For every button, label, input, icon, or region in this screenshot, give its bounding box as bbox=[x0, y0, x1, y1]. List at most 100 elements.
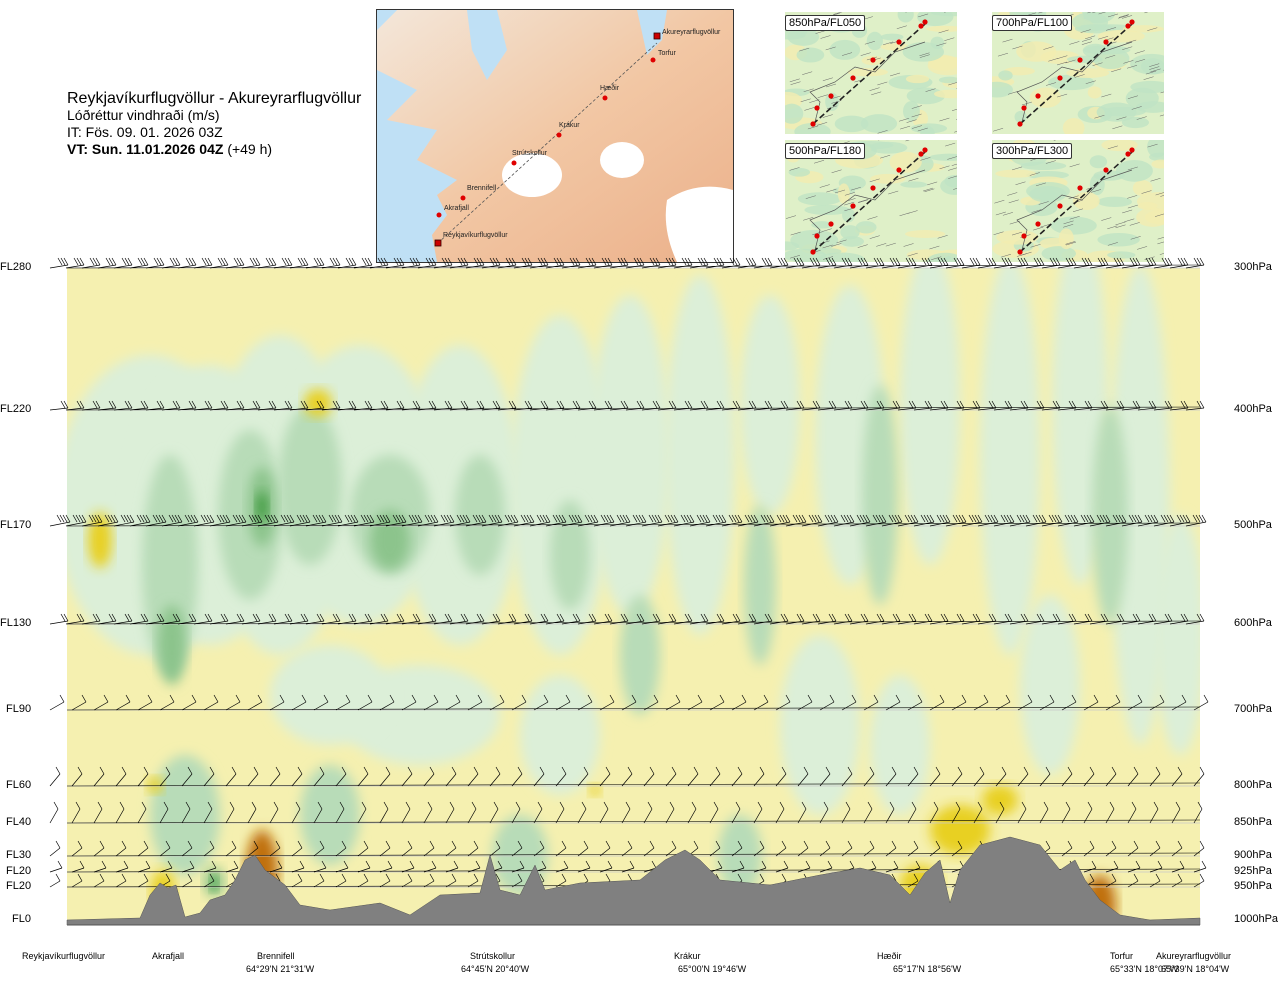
wind-barb bbox=[357, 801, 367, 824]
mini-field-blob bbox=[785, 103, 804, 124]
mini-route-point bbox=[870, 185, 876, 191]
wind-barb bbox=[145, 257, 165, 269]
wind-barb bbox=[687, 766, 699, 787]
mini-wind-barb bbox=[876, 243, 887, 247]
wind-barb bbox=[577, 694, 593, 711]
mini-wind-barb bbox=[994, 199, 1005, 204]
wind-barb bbox=[445, 840, 457, 857]
wind-barb bbox=[93, 860, 107, 873]
mini-field-blob bbox=[992, 81, 1014, 98]
wind-barb bbox=[161, 400, 181, 411]
wind-barb bbox=[203, 766, 215, 787]
wind-barb bbox=[753, 694, 769, 711]
mini-map-300-svg bbox=[992, 140, 1164, 262]
route-map: Akureyrarflugvöllur Torfur Hæðir Krákur Strú… bbox=[376, 9, 734, 263]
wind-barb bbox=[897, 400, 917, 411]
wind-barb bbox=[753, 840, 765, 857]
wind-barb bbox=[481, 257, 501, 269]
wind-barb bbox=[1121, 613, 1141, 625]
wind-barb bbox=[753, 860, 767, 873]
station-label: Akureyrarflugvöllur bbox=[1156, 951, 1232, 961]
wind-barb bbox=[881, 257, 901, 269]
mini-route-point bbox=[918, 151, 924, 157]
wind-barb bbox=[785, 400, 805, 411]
wind-barb bbox=[1083, 766, 1095, 787]
wind-barb bbox=[113, 400, 133, 411]
wind-barb bbox=[81, 514, 103, 527]
wind-barb bbox=[529, 257, 549, 269]
mini-wind-barb bbox=[927, 181, 938, 186]
mini-wind-barb bbox=[1065, 241, 1076, 245]
wind-barb bbox=[1089, 613, 1109, 625]
rising-region-mid bbox=[300, 765, 360, 865]
wind-barb bbox=[181, 694, 197, 711]
wind-barb bbox=[841, 840, 853, 857]
mini-wind-barb bbox=[944, 37, 955, 41]
mini-wind-barb bbox=[1035, 182, 1047, 187]
pressure-level-label: 900hPa bbox=[1234, 849, 1272, 861]
wind-barb bbox=[1127, 860, 1141, 873]
wind-barb bbox=[1061, 801, 1071, 824]
map-point-label: Brennifell bbox=[467, 185, 497, 192]
wind-barb bbox=[247, 694, 263, 711]
wind-barb bbox=[159, 801, 169, 824]
wind-barb bbox=[1127, 840, 1139, 857]
rising-region-strong bbox=[158, 605, 186, 685]
wind-barb bbox=[577, 514, 599, 527]
wind-barb bbox=[241, 613, 261, 625]
wind-barb bbox=[379, 694, 395, 711]
mini-wind-barb bbox=[831, 243, 842, 247]
wind-barb bbox=[817, 400, 837, 411]
mini-field-blob bbox=[1147, 140, 1164, 158]
wind-barb bbox=[561, 613, 581, 625]
wind-barb bbox=[423, 873, 435, 888]
wind-barb bbox=[129, 400, 149, 411]
wind-barb bbox=[731, 766, 743, 787]
mini-wind-barb bbox=[1131, 106, 1142, 110]
wind-barb bbox=[137, 694, 153, 711]
mini-wind-barb bbox=[917, 127, 928, 132]
wind-barb bbox=[423, 766, 435, 787]
valid-time-lead: (+49 h) bbox=[227, 141, 273, 157]
wind-barb bbox=[385, 257, 405, 269]
glacier-hofsjokull bbox=[600, 142, 644, 178]
mini-wind-barb bbox=[1122, 46, 1133, 50]
mini-wind-barb bbox=[1149, 63, 1160, 67]
wind-barb bbox=[1171, 840, 1183, 857]
pressure-level-label: 925hPa bbox=[1234, 865, 1272, 877]
wind-barb bbox=[769, 514, 791, 527]
station-label: Brennifell bbox=[257, 951, 295, 961]
wind-barb bbox=[1073, 613, 1093, 625]
wind-barb bbox=[993, 400, 1013, 411]
mini-wind-barb bbox=[1115, 224, 1126, 229]
mini-wind-barb bbox=[857, 199, 869, 203]
station-label: Krákur bbox=[674, 951, 701, 961]
station-coordinate: 65°00'N 19°46'W bbox=[678, 964, 747, 974]
wind-barb bbox=[269, 766, 281, 787]
mini-map-850-svg bbox=[785, 12, 957, 134]
wind-barb bbox=[335, 860, 349, 873]
wind-barb bbox=[357, 694, 373, 711]
wind-barb bbox=[913, 613, 933, 625]
rising-region bbox=[1155, 515, 1200, 755]
wind-barb bbox=[721, 257, 741, 269]
wind-barb bbox=[1137, 613, 1157, 625]
mini-wind-barb bbox=[899, 212, 910, 217]
wind-barb bbox=[641, 613, 661, 625]
mini-wind-barb bbox=[1040, 223, 1051, 228]
wind-barb bbox=[497, 257, 517, 269]
wind-barb bbox=[841, 766, 853, 787]
mini-field-blob bbox=[1097, 29, 1145, 43]
mini-field-blob bbox=[1092, 47, 1130, 70]
mini-wind-barb bbox=[919, 54, 930, 58]
wind-barb bbox=[665, 766, 677, 787]
wind-barb bbox=[863, 694, 879, 711]
wind-barb bbox=[449, 514, 471, 527]
wind-barb bbox=[65, 257, 85, 269]
wind-barb bbox=[385, 400, 405, 411]
pressure-level-label: 850hPa bbox=[1234, 816, 1272, 828]
mini-wind-barb bbox=[785, 215, 797, 219]
wind-barb bbox=[641, 257, 661, 269]
mini-wind-barb bbox=[831, 100, 842, 104]
wind-barb bbox=[657, 257, 677, 269]
